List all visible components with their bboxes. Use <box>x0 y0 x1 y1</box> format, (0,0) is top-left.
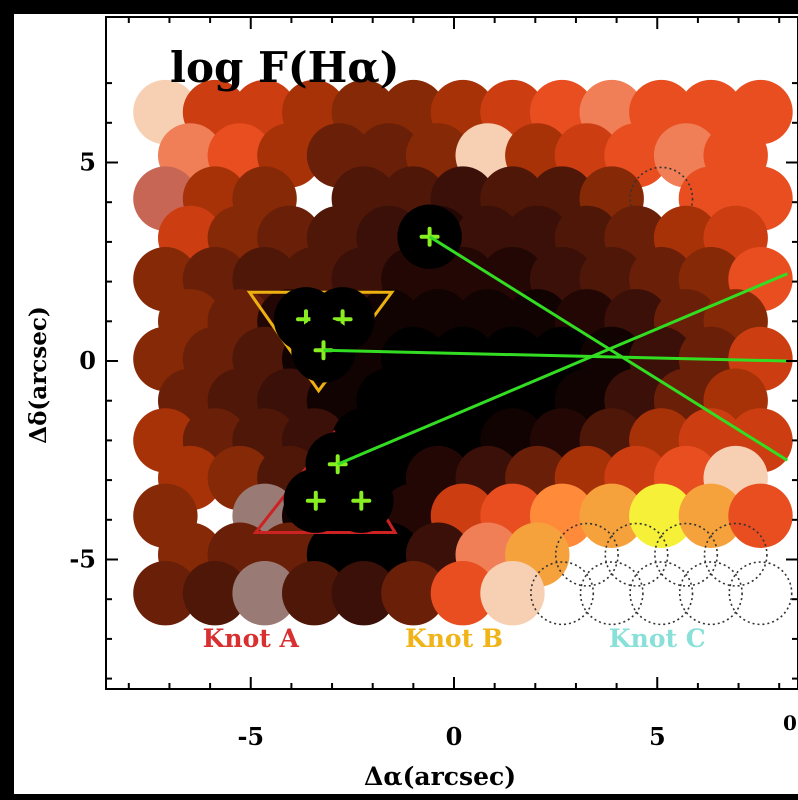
right-edge-tick-label: 0 <box>783 711 797 735</box>
empty-fiber <box>654 522 719 587</box>
fiber-spaxel <box>282 561 347 626</box>
knot-fiber-markers <box>273 204 462 533</box>
fiber-spaxel <box>480 561 545 626</box>
axis-ticks <box>106 17 798 689</box>
fiber-spaxel <box>381 561 446 626</box>
empty-fiber <box>703 522 768 587</box>
knot-a-fiber-marker <box>329 468 394 533</box>
leader-lines <box>323 235 789 466</box>
plus-marker-icon <box>351 490 372 511</box>
leader-line <box>337 272 788 466</box>
fiber-spaxel <box>579 483 644 548</box>
empty-fiber <box>604 522 669 587</box>
leader-line <box>323 348 788 363</box>
fiber-spaxel <box>232 561 297 626</box>
fiber-spaxel <box>430 561 496 626</box>
legend-knot-b: Knot B <box>405 624 503 653</box>
empty-fiber <box>579 561 644 626</box>
empty-fiber <box>728 561 793 626</box>
chart-title: log F(Hα) <box>170 43 400 92</box>
fiber-spaxel <box>629 483 694 548</box>
knot-legend: Knot A Knot B Knot C <box>203 624 706 653</box>
tick-labels: -5 0 5 -5 0 5 <box>69 148 665 752</box>
x-axis-label: Δα(arcsec) <box>364 762 516 791</box>
empty-fiber <box>629 561 694 626</box>
empty-fiber <box>678 561 743 626</box>
plus-marker-icon <box>305 490 326 511</box>
fiber-spaxel <box>182 561 248 626</box>
fiber-spaxel <box>133 561 198 626</box>
x-tick-label: 0 <box>446 722 463 751</box>
y-axis-label: Δδ(arcsec) <box>25 306 52 444</box>
leader-line <box>428 235 789 462</box>
y-tick-label: 0 <box>79 346 96 375</box>
legend-knot-a: Knot A <box>203 624 300 653</box>
x-tick-label: -5 <box>237 722 264 751</box>
knot-c-fiber-marker <box>397 204 462 269</box>
fiber-spaxel <box>678 483 744 548</box>
legend-knot-c: Knot C <box>609 624 706 653</box>
y-tick-label: 5 <box>79 148 96 177</box>
knot-a-fiber-marker <box>283 468 348 533</box>
empty-fiber <box>629 166 694 231</box>
empty-fiber <box>554 522 619 587</box>
fiber-spaxel <box>728 483 793 548</box>
empty-fiber <box>530 561 595 626</box>
x-tick-label: 5 <box>649 722 666 751</box>
y-tick-label: -5 <box>69 545 96 574</box>
plot-axes-frame <box>105 16 798 690</box>
fiber-spaxel <box>331 561 396 626</box>
